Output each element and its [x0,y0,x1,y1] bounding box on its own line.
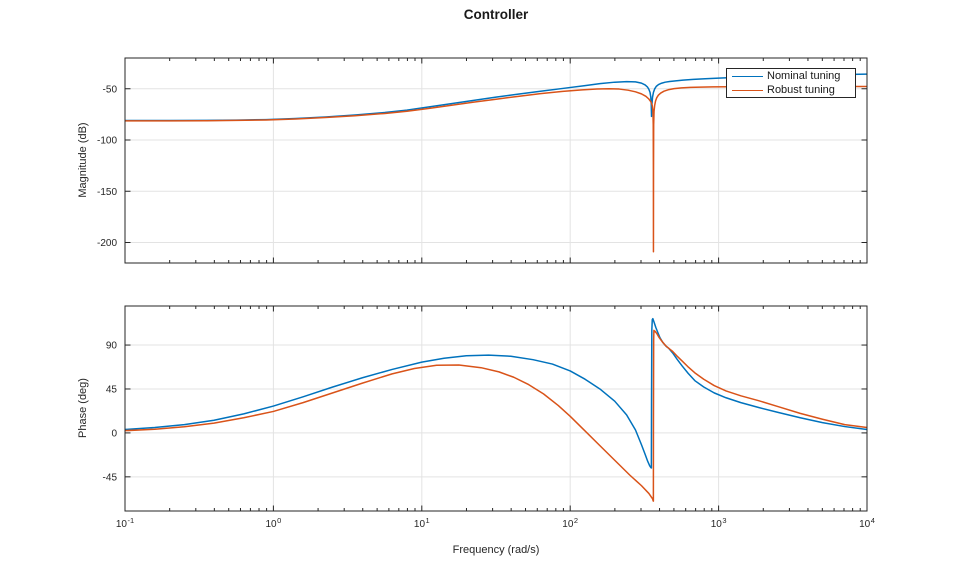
curve-robust-tuning-magnitude [125,85,867,253]
y-tick-label: -200 [97,238,117,249]
x-tick-label: 10-1 [115,516,135,530]
figure-title: Controller [463,7,529,22]
axes-box [124,57,868,264]
legend-item-nominal: Nominal tuning [727,69,855,83]
legend-label-nominal: Nominal tuning [767,70,841,82]
magnitude-axis-label: Magnitude (dB) [77,122,89,198]
nominal-line-sample [732,75,763,77]
x-tick-label: 103 [710,516,727,530]
legend[interactable]: Nominal tuning Robust tuning [726,68,856,98]
y-tick-label: -50 [103,84,118,95]
curve-robust-tuning-phase [125,329,867,502]
robust-line-sample [732,89,763,91]
legend-item-robust: Robust tuning [727,83,855,97]
x-tick-label: 104 [859,516,875,530]
y-tick-label: -45 [103,472,118,483]
y-tick-label: 0 [111,428,117,439]
curve-nominal-tuning-magnitude [125,73,867,122]
x-axis-label: Frequency (rad/s) [452,544,540,556]
y-tick-label: -100 [97,136,117,147]
curve-nominal-tuning-phase [125,317,867,469]
phase-axis-label: Phase (deg) [77,378,89,438]
x-tick-label: 102 [562,516,579,530]
y-tick-label: -150 [97,187,117,198]
y-tick-label: 90 [106,341,118,352]
legend-label-robust: Robust tuning [767,84,835,96]
x-tick-label: 100 [265,516,282,530]
axes-box [124,305,868,512]
y-tick-label: 45 [106,384,118,395]
x-tick-label: 101 [413,516,430,530]
